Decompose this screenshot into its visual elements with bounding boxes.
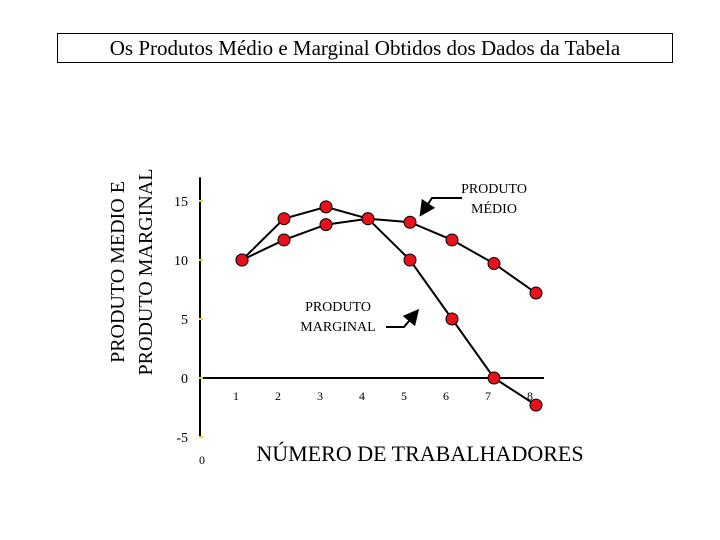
average-product-point (403, 215, 417, 229)
x-origin-label: 0 (199, 453, 205, 467)
x-tick-label: 2 (275, 389, 281, 403)
x-tick-label: 6 (443, 389, 449, 403)
y-tick-labels: 15 10 5 0 -5 (174, 195, 203, 446)
x-tick-label: 8 (527, 389, 533, 403)
series-annotations: PRODUTO MÉDIO PRODUTO MARGINAL (300, 182, 527, 335)
x-axis-label: NÚMERO DE TRABALHADORES (256, 441, 583, 466)
marginal-product-label: PRODUTO (305, 300, 371, 315)
average-product-point (319, 218, 333, 232)
y-tick-label: 15 (174, 195, 188, 210)
average-product-arrow (419, 197, 462, 217)
average-product-line (241, 217, 537, 294)
x-tick-label: 3 (317, 389, 323, 403)
average-product-point (445, 233, 459, 247)
chart-title: Os Produtos Médio e Marginal Obtidos dos… (57, 33, 673, 63)
marginal-product-point (487, 371, 501, 385)
y-tick-label: 10 (174, 254, 188, 269)
axes (199, 177, 544, 437)
series-lines (241, 205, 537, 406)
x-tick-labels: 1 2 3 4 5 6 7 8 0 (199, 389, 533, 467)
marginal-product-point (277, 212, 291, 226)
series-points (235, 200, 543, 412)
marginal-product-point (445, 312, 459, 326)
marginal-product-point (235, 253, 249, 267)
x-tick-label: 1 (233, 389, 239, 403)
marginal-product-point (529, 398, 543, 412)
average-product-point (277, 233, 291, 247)
x-tick-label: 7 (485, 389, 491, 403)
y-tick-label: -5 (176, 431, 188, 446)
x-tick-label: 5 (401, 389, 407, 403)
x-tick-label: 4 (359, 389, 365, 403)
marginal-product-point (319, 200, 333, 214)
average-product-point (529, 286, 543, 300)
y-axis-label: PRODUTO MEDIO E PRODUTO MARGINAL (107, 169, 157, 376)
average-product-label: PRODUTO (461, 182, 527, 197)
y-axis-label-line: PRODUTO MEDIO E (107, 181, 129, 363)
marginal-product-line (241, 205, 537, 406)
marginal-product-arrow (386, 308, 420, 328)
average-product-point (487, 257, 501, 271)
marginal-product-point (403, 253, 417, 267)
average-product-label: MÉDIO (471, 200, 517, 217)
y-tick-label: 5 (181, 313, 188, 328)
y-tick-label: 0 (181, 372, 188, 387)
marginal-product-point (361, 212, 375, 226)
marginal-product-label: MARGINAL (300, 320, 375, 335)
y-axis-label-line: PRODUTO MARGINAL (135, 169, 157, 376)
